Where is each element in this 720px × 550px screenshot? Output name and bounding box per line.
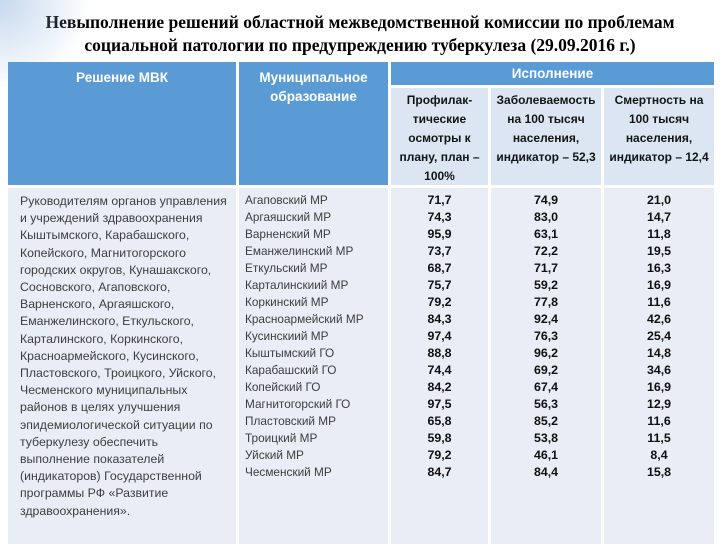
incidence-cell: 67,4 <box>533 380 559 394</box>
mortality-cell: 16,9 <box>646 380 672 394</box>
exams-cell: 68,7 <box>427 261 452 275</box>
municipality-cell: Троицкий МР <box>245 431 318 445</box>
municipality-cell: Копейский ГО <box>245 380 321 394</box>
header-municipality: Муниципальное образование <box>239 62 388 185</box>
exams-cell: 79,2 <box>427 448 452 462</box>
mortality-cell: 21,0 <box>646 193 672 207</box>
incidence-cell: 71,7 <box>533 261 559 275</box>
municipality-cell: Еткульский МР <box>245 261 328 275</box>
incidence-values-column: 74,9 83,0 63,1 72,2 71,7 59,2 77,8 92,4 76,3 96,2… <box>491 188 601 544</box>
exams-cell: 97,4 <box>427 329 452 343</box>
decision-text: Руководителям органов управления и учреж… <box>8 188 236 544</box>
municipality-cell: Красноармейский МР <box>245 312 364 326</box>
municipality-cell: Кыштымский ГО <box>245 346 335 360</box>
incidence-cell: 63,1 <box>533 227 559 241</box>
mortality-cell: 34,6 <box>646 363 672 377</box>
incidence-cell: 85,2 <box>533 414 559 428</box>
municipality-cell: Кусинскиий МР <box>245 329 329 343</box>
exams-cell: 79,2 <box>427 295 452 309</box>
exams-cell: 84,7 <box>427 465 452 479</box>
incidence-cell: 84,4 <box>533 465 559 479</box>
exams-cell: 97,5 <box>427 397 452 411</box>
slide-title: Невыполнение решений областной межведомс… <box>45 12 675 55</box>
mortality-cell: 16,3 <box>646 261 672 275</box>
mortality-cell: 11,6 <box>647 414 671 428</box>
exams-cell: 71,7 <box>427 193 452 207</box>
mortality-cell: 11,6 <box>647 295 671 309</box>
mortality-cell: 8,4 <box>650 448 668 462</box>
incidence-cell: 72,2 <box>533 244 559 258</box>
indicators-table: Решение МВК Муниципальное образование Ис… <box>8 62 714 544</box>
municipality-cell: Пластовский МР <box>245 414 336 428</box>
exams-cell: 84,3 <box>427 312 452 326</box>
exams-cell: 73,7 <box>427 244 452 258</box>
mortality-cell: 14,7 <box>646 210 672 224</box>
incidence-cell: 92,4 <box>533 312 559 326</box>
incidence-cell: 74,9 <box>533 193 559 207</box>
municipality-cell: Карталинскиий МР <box>245 278 349 292</box>
subheader-preventive-exams: Профилак-тические осмотры к плану, план … <box>391 88 488 185</box>
exams-cell: 74,3 <box>427 210 452 224</box>
municipality-list: Агаповский МР Аргаяшский МР Варненский МР Е… <box>239 188 388 544</box>
incidence-cell: 46,1 <box>533 448 559 462</box>
municipality-cell: Аргаяшский МР <box>245 210 332 224</box>
mortality-cell: 11,8 <box>647 227 671 241</box>
mortality-cell: 12,9 <box>646 397 672 411</box>
mortality-cell: 19,5 <box>646 244 672 258</box>
exams-cell: 75,7 <box>427 278 452 292</box>
incidence-cell: 56,3 <box>533 397 559 411</box>
incidence-cell: 69,2 <box>533 363 559 377</box>
header-execution: Исполнение <box>391 62 714 85</box>
municipality-cell: Агаповский МР <box>245 193 328 207</box>
municipality-cell: Еманжелинский МР <box>245 244 354 258</box>
mortality-cell: 42,6 <box>646 312 672 326</box>
exams-cell: 65,8 <box>427 414 452 428</box>
mortality-cell: 16,9 <box>646 278 672 292</box>
incidence-cell: 59,2 <box>533 278 559 292</box>
mortality-cell: 11,5 <box>647 431 671 445</box>
incidence-cell: 53,8 <box>533 431 559 445</box>
header-decision: Решение МВК <box>8 62 236 185</box>
mortality-cell: 25,4 <box>646 329 672 343</box>
incidence-cell: 77,8 <box>533 295 559 309</box>
mortality-values-column: 21,0 14,7 11,8 19,5 16,3 16,9 11,6 42,6 25,4 14,8… <box>604 188 714 544</box>
exams-cell: 95,9 <box>427 227 452 241</box>
incidence-cell: 83,0 <box>533 210 559 224</box>
exams-cell: 59,8 <box>427 431 452 445</box>
municipality-cell: Чесменский МР <box>245 465 332 479</box>
municipality-cell: Карабашский ГО <box>245 363 337 377</box>
mortality-cell: 15,8 <box>646 465 672 479</box>
subheader-incidence: Заболеваемость на 100 тысяч населения, и… <box>491 88 601 185</box>
exams-cell: 84,2 <box>427 380 452 394</box>
exams-values-column: 71,7 74,3 95,9 73,7 68,7 75,7 79,2 84,3 97,4 88,8… <box>391 188 488 544</box>
incidence-cell: 96,2 <box>533 346 559 360</box>
municipality-cell: Варненский МР <box>245 227 331 241</box>
mortality-cell: 14,8 <box>646 346 672 360</box>
municipality-cell: Коркинский МР <box>245 295 329 309</box>
incidence-cell: 76,3 <box>533 329 559 343</box>
subheader-mortality: Смертность на 100 тысяч населения, индик… <box>604 88 714 185</box>
exams-cell: 74,4 <box>427 363 452 377</box>
exams-cell: 88,8 <box>427 346 452 360</box>
municipality-cell: Магнитогорский ГО <box>245 397 351 411</box>
municipality-cell: Уйский МР <box>245 448 304 462</box>
